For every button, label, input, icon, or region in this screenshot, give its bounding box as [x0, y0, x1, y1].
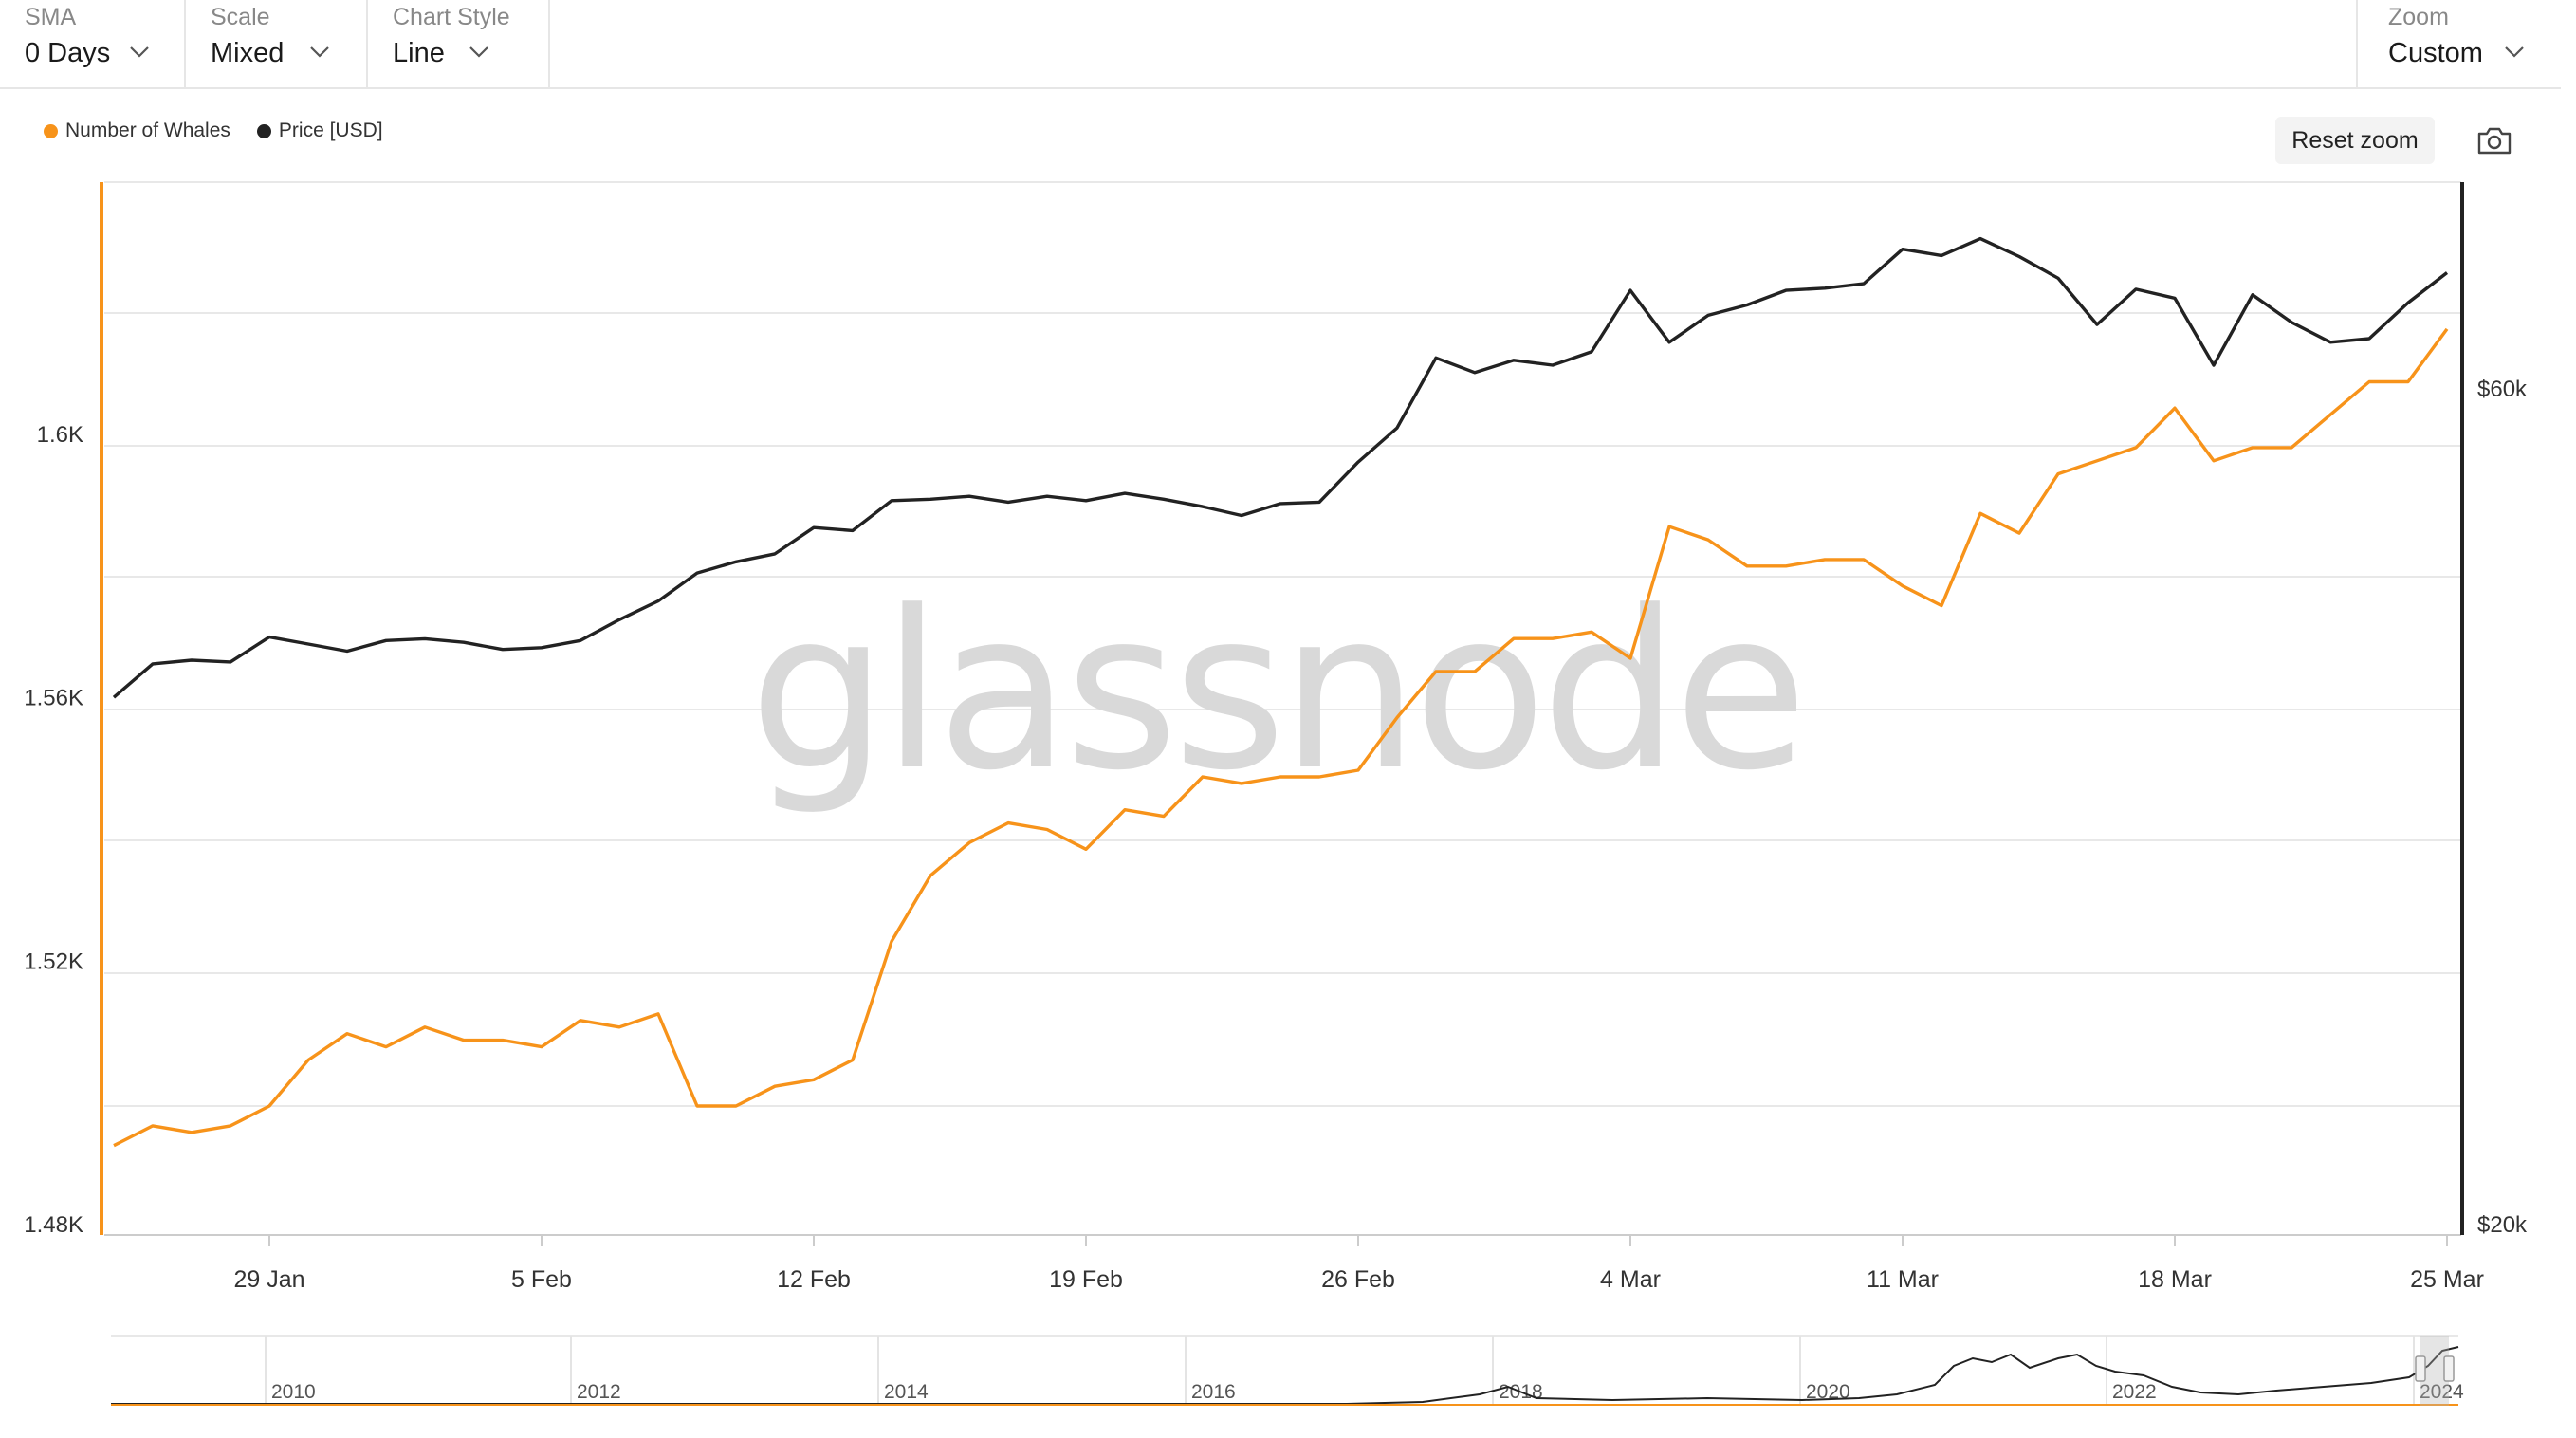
legend-item-whales[interactable]: Number of Whales: [44, 120, 230, 142]
right-tick-label: $20k: [2477, 1212, 2528, 1238]
navigator-year-label: 2022: [2112, 1381, 2157, 1403]
legend-dot-whales: [44, 123, 58, 138]
sma-dropdown[interactable]: SMA 0 Days: [0, 0, 186, 89]
left-tick-label: 1.52K: [24, 949, 83, 974]
navigator-year-label: 2010: [271, 1381, 316, 1403]
sma-value: 0 Days: [25, 38, 111, 68]
left-tick-label: 1.6K: [37, 422, 83, 448]
x-tick-label: 26 Feb: [1321, 1266, 1395, 1293]
x-tick-label: 11 Mar: [1867, 1266, 1939, 1293]
zoom-value: Custom: [2388, 38, 2483, 68]
series-lines: [112, 236, 2449, 1148]
right-tick-label: $60k: [2477, 377, 2528, 402]
navigator-year-label: 2014: [884, 1381, 929, 1403]
navigator-handle[interactable]: [2443, 1355, 2455, 1382]
scale-label: Scale: [211, 4, 270, 30]
navigator-year-label: 2020: [1806, 1381, 1850, 1403]
x-tick-label: 4 Mar: [1600, 1266, 1661, 1293]
zoom-label: Zoom: [2388, 4, 2449, 30]
left-tick-label: 1.56K: [24, 686, 83, 711]
chart-style-dropdown[interactable]: Chart Style Line: [368, 0, 550, 89]
reset-zoom-button[interactable]: Reset zoom: [2275, 117, 2435, 164]
navigator-year-label: 2016: [1191, 1381, 1236, 1403]
x-tick-label: 29 Jan: [233, 1266, 304, 1293]
axes: 1.48K 1.52K 1.56K 1.6K $20k $60k 29 Jan 5 Feb 12…: [24, 182, 2528, 1293]
grid-lines: [104, 181, 2461, 1236]
navigator-year-label: 2024: [2420, 1381, 2464, 1403]
sma-label: SMA: [25, 4, 77, 30]
chevron-down-icon: [310, 46, 329, 58]
x-tick-label: 18 Mar: [2138, 1266, 2212, 1293]
navigator-year-label: 2012: [577, 1381, 621, 1403]
navigator-handle[interactable]: [2415, 1355, 2426, 1382]
camera-icon[interactable]: [2475, 126, 2513, 157]
legend-label-whales: Number of Whales: [65, 120, 230, 141]
watermark: glassnode: [749, 565, 1803, 819]
scale-dropdown[interactable]: Scale Mixed: [186, 0, 368, 89]
x-tick-label: 12 Feb: [777, 1266, 851, 1293]
navigator-price-line: [111, 1346, 2459, 1405]
series-line-whales: [113, 327, 2449, 1148]
series-line-price: [112, 236, 2449, 699]
legend-item-price[interactable]: Price [USD]: [256, 120, 383, 142]
x-tick-label: 25 Mar: [2410, 1266, 2484, 1293]
chart-legend: Number of Whales Price [USD]: [44, 120, 410, 142]
scale-value: Mixed: [211, 38, 285, 68]
chevron-down-icon: [130, 46, 149, 58]
legend-label-price: Price [USD]: [278, 120, 383, 141]
chevron-down-icon: [469, 46, 488, 58]
chevron-down-icon: [2505, 46, 2524, 58]
toolbar: SMA 0 Days Scale Mixed Chart Style Line …: [0, 0, 2561, 89]
zoom-dropdown[interactable]: Zoom Custom: [2356, 0, 2561, 89]
navigator: 20102012201420162018202020222024: [111, 1335, 2464, 1406]
legend-dot-price: [256, 123, 271, 138]
chart-style-value: Line: [393, 38, 445, 68]
x-tick-label: 5 Feb: [511, 1266, 572, 1293]
x-tick-label: 19 Feb: [1049, 1266, 1123, 1293]
left-tick-label: 1.48K: [24, 1212, 83, 1238]
chart-style-label: Chart Style: [393, 4, 510, 30]
